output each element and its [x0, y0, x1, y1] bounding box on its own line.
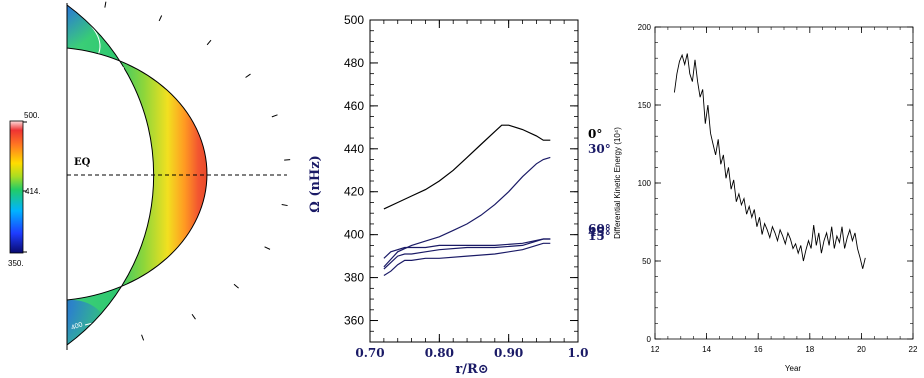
plot-frame: [369, 19, 579, 343]
y-axis-title: Differential Kinetic Energy (10⁴): [613, 127, 622, 239]
shell-tick: [271, 114, 278, 118]
y-tick-label: 100: [638, 179, 652, 188]
axis-ticks: 0 50 100 150 200 12 14 16 18 20 22: [638, 23, 918, 354]
shell-tick-marks: [104, 1, 291, 341]
shell-fill: [67, 5, 207, 345]
equator-label: EQ: [74, 157, 91, 168]
x-axis-title: Year: [785, 364, 802, 373]
x-axis-title: r/R⊙: [455, 362, 488, 377]
y-tick-label: 500: [344, 13, 364, 27]
series-line: [383, 238, 551, 270]
series-label: 15°: [588, 229, 611, 243]
y-tick-label: 360: [344, 314, 364, 328]
shell-tick: [245, 73, 251, 78]
x-tick-label: 1.0: [568, 346, 589, 360]
series-label: 0°: [588, 127, 602, 141]
shell-tick: [158, 15, 163, 22]
y-tick-label: 200: [638, 23, 652, 32]
x-tick-label: 16: [754, 345, 763, 354]
shell-tick: [264, 246, 271, 250]
contour-label: 400: [70, 321, 83, 332]
shell-tick: [284, 159, 291, 161]
colorbar: [9, 120, 24, 254]
series-line: [383, 124, 551, 210]
pole-south-blue-region: [67, 300, 112, 345]
shell-tick: [141, 334, 145, 341]
shell-tick: [191, 313, 196, 320]
x-tick-label: 0.70: [355, 346, 384, 360]
x-tick-label: 12: [651, 345, 660, 354]
colorbar-min-label: 350.: [8, 259, 24, 268]
kinetic-energy-panel: 0 50 100 150 200 12 14 16 18 20 22 Year Differenti…: [613, 23, 918, 373]
contour-label: 400: [224, 108, 236, 122]
x-tick-label: 18: [805, 345, 814, 354]
x-tick-label: 20: [857, 345, 866, 354]
x-tick-label: 0.90: [494, 346, 523, 360]
shell-outline: [66, 4, 208, 346]
series-labels: 0°30° 60°45°15°: [588, 127, 611, 243]
pole-north-blue-region: [67, 5, 127, 65]
contour-line: [84, 321, 141, 341]
shell-tick: [281, 204, 288, 207]
x-tick-label: 14: [702, 345, 711, 354]
y-tick-label: 400: [344, 228, 364, 242]
y-tick-label: 480: [344, 56, 364, 70]
y-tick-label: 0: [647, 335, 652, 344]
rotation-map-panel: 420 400 440 400 400 400 500. 414. 350. E…: [8, 1, 291, 350]
colorbar-max-label: 500.: [24, 111, 40, 120]
axis-ticks: 360 380 400 420 440 460 480 500 0.70 0.80 0.90 1.0: [344, 13, 588, 360]
y-tick-label: 50: [642, 257, 651, 266]
series-label: 60°: [588, 222, 611, 236]
series-lines: [673, 53, 866, 269]
x-tick-label: 22: [909, 345, 918, 354]
series-line: [383, 156, 551, 268]
series-line: [383, 238, 551, 259]
contour-label: 400: [146, 318, 160, 330]
y-tick-label: 460: [344, 99, 364, 113]
series-label: 45°: [588, 225, 611, 239]
y-axis-title: Ω (nHz): [308, 155, 323, 213]
series-line: [673, 53, 866, 269]
contour-label: 420: [111, 63, 124, 74]
contour-label: 400: [223, 259, 234, 272]
series-line: [383, 242, 551, 277]
series-label: 30°: [588, 142, 611, 156]
shell-tick: [104, 1, 107, 8]
colorbar-mid-label: 414.: [25, 187, 41, 196]
x-tick-label: 0.80: [425, 346, 454, 360]
y-tick-label: 440: [344, 142, 364, 156]
y-tick-label: 420: [344, 185, 364, 199]
y-tick-label: 150: [638, 101, 652, 110]
contour-label: 440: [245, 233, 254, 246]
shell-tick: [233, 283, 239, 289]
y-tick-label: 380: [344, 271, 364, 285]
shell-tick: [206, 39, 212, 46]
contour-line: [215, 50, 266, 305]
series-lines: [383, 124, 551, 277]
